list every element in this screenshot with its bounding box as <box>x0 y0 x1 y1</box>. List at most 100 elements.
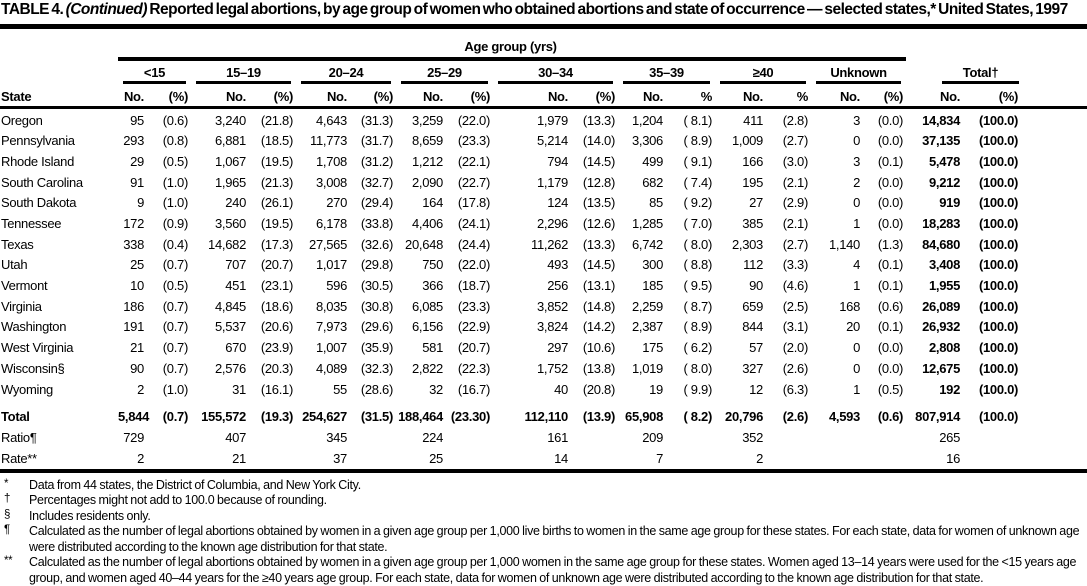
table-cell: 3,306 <box>631 133 663 149</box>
table-cell: (100.0) <box>978 174 1019 190</box>
table-cell: (32.6) <box>360 236 393 252</box>
table-cell: (12.6) <box>582 216 615 232</box>
table-cell: (14.5) <box>582 257 615 273</box>
table-cell: ( 8.9) <box>683 319 712 335</box>
table-cell: (30.5) <box>360 278 393 294</box>
table-cell: (1.0) <box>162 174 189 190</box>
table-cell: 6,156 <box>411 319 443 335</box>
table-cell: 265 <box>939 429 961 445</box>
no-subheader: No. <box>715 83 766 109</box>
table-cell: (0.5) <box>877 381 904 397</box>
table-cell: (32.7) <box>360 174 393 190</box>
table-cell: (2.6) <box>782 409 809 425</box>
table-cell: 385 <box>742 216 763 232</box>
table-cell: (2.1) <box>782 174 809 190</box>
table-cell: (100.0) <box>978 112 1019 128</box>
table-cell: 0 <box>853 360 860 376</box>
table-cell: 2 <box>715 446 766 473</box>
table-row: Wyoming 2 (1.0) 31 (16.1) 55 (28.6) 32 (16.7) 40 (… <box>0 378 1087 399</box>
table-cell: ( 8.9) <box>683 133 712 149</box>
table-cell: 8,035 <box>315 298 347 314</box>
table-cell: 168 <box>839 298 860 314</box>
no-subheader: No. <box>906 83 964 109</box>
state-cell: Rate** <box>0 446 118 473</box>
table-cell: 0 <box>853 340 860 356</box>
table-cell: 155,572 <box>201 409 246 425</box>
table-cell: 8,659 <box>411 133 443 149</box>
table-cell: 175 <box>642 340 663 356</box>
table-cell: 55 <box>333 381 347 397</box>
table-cell: (0.1) <box>877 319 904 335</box>
table-cell: 14,682 <box>208 236 246 252</box>
table-cell: 3,852 <box>536 298 568 314</box>
row-spacer <box>1021 336 1087 357</box>
table-cell: 366 <box>422 278 443 294</box>
table-cell: (13.3) <box>582 112 615 128</box>
table-row: South Dakota 9 (1.0) 240 (26.1) 270 (29.4) 164(… <box>0 192 1087 213</box>
state-cell: South Dakota <box>1 195 77 211</box>
table-cell: 25 <box>396 446 446 473</box>
table-cell: (0.7) <box>162 257 189 273</box>
table-cell: (2.8) <box>782 112 809 128</box>
age-col-header: ≥40 <box>720 65 806 84</box>
table-cell: (22.3) <box>457 360 490 376</box>
table-cell: 794 <box>547 153 568 169</box>
footnote: ¶ Calculated as the number of legal abort… <box>0 524 1087 555</box>
table-cell: (24.4) <box>457 236 490 252</box>
table-cell <box>147 426 191 447</box>
table-cell: 1,007 <box>315 340 347 356</box>
table-cell: 192 <box>939 381 961 397</box>
table-cell: 682 <box>642 174 663 190</box>
table-cell: (23.3) <box>457 298 490 314</box>
footnote-marker: * <box>4 477 9 490</box>
state-cell: Wisconsin§ <box>1 360 65 376</box>
table-cell <box>666 426 715 447</box>
header-row-sub: State No. (%) No. (%) No. (%) No. (%) No. (%) No.%… <box>0 83 1087 109</box>
table-cell: (22.1) <box>457 153 490 169</box>
table-cell: 327 <box>742 360 763 376</box>
table-cell: 112 <box>743 257 763 273</box>
table-cell: 191 <box>123 319 144 335</box>
table-cell: (29.4) <box>360 195 393 211</box>
table-cell: (20.7) <box>457 340 490 356</box>
table-cell: (18.5) <box>260 133 293 149</box>
table-cell: ( 8.1) <box>683 112 712 128</box>
row-spacer <box>1021 446 1087 473</box>
table-cell: 807,914 <box>915 409 961 425</box>
table-cell <box>446 446 493 473</box>
table-cell: 750 <box>422 257 443 273</box>
row-spacer <box>1021 254 1087 275</box>
table-cell: (28.6) <box>360 381 393 397</box>
table-cell: (22.7) <box>457 174 490 190</box>
table-cell: (0.0) <box>877 340 904 356</box>
age-col-header: 25–29 <box>401 65 488 84</box>
table-cell: (0.0) <box>877 133 904 149</box>
table-cell: (13.9) <box>582 409 615 425</box>
pct-subheader: (%) <box>249 83 296 109</box>
table-row: Wisconsin§ 90 (0.7) 2,576 (20.3) 4,089 (32.3) 2… <box>0 357 1087 378</box>
table-cell: (19.5) <box>260 153 293 169</box>
footnote-marker: § <box>4 508 11 521</box>
age-col-header: <15 <box>123 65 186 84</box>
table-cell: (2.7) <box>782 133 809 149</box>
table-cell: 166 <box>742 153 763 169</box>
table-cell: 729 <box>123 429 144 445</box>
table-cell: 5,537 <box>214 319 246 335</box>
table-cell: 25 <box>130 257 144 273</box>
table-cell: 32 <box>429 381 443 397</box>
age-col-header: Total† <box>942 65 1020 84</box>
table-cell <box>571 446 618 473</box>
footnote-text: Includes residents only. <box>29 508 151 523</box>
table-row: Tennessee 172 (0.9) 3,560 (19.5) 6,178 (33.8) 4… <box>0 212 1087 233</box>
table-cell: 844 <box>742 319 763 335</box>
table-cell: ( 8.8) <box>683 257 712 273</box>
table-cell: (0.7) <box>162 319 189 335</box>
table-cell: 3,008 <box>315 174 347 190</box>
table-cell: (13.8) <box>582 360 615 376</box>
table-cell <box>249 446 296 473</box>
table-cell: (0.0) <box>877 360 904 376</box>
row-spacer <box>1021 357 1087 378</box>
age-col-header: 15–19 <box>196 65 291 84</box>
table-cell: (35.9) <box>360 340 393 356</box>
table-cell: (13.1) <box>582 278 615 294</box>
